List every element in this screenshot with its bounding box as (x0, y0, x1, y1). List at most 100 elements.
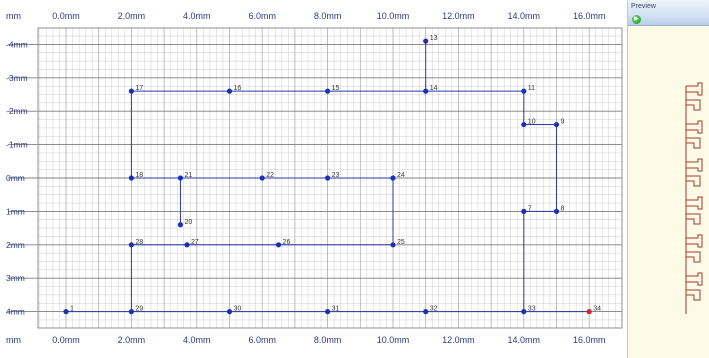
pcb-grid-editor[interactable]: mm mm 0.0mm 0.0mm 2.0mm 2.0mm 4.0mm 4.0mm 6.0m… (0, 0, 627, 358)
point-marker[interactable] (423, 309, 429, 315)
point-label: 28 (135, 239, 143, 246)
ruler-left-label: -4mm (6, 39, 28, 49)
trace-point[interactable]: 14 (423, 85, 438, 94)
point-label: 30 (234, 306, 242, 313)
trace-point[interactable]: 26 (275, 239, 290, 248)
point-marker[interactable] (226, 309, 233, 315)
trace-point[interactable]: 29 (128, 306, 143, 315)
ruler-bottom-label: 16.0mm (573, 335, 606, 345)
point-marker[interactable] (128, 242, 134, 248)
point-marker[interactable] (390, 175, 396, 181)
trace-point[interactable]: 33 (521, 306, 536, 315)
point-label: 23 (332, 172, 340, 179)
point-marker[interactable] (553, 208, 560, 214)
point-label: 17 (135, 85, 143, 92)
trace-point[interactable]: 21 (177, 172, 192, 181)
ruler-left-label: -3mm (6, 73, 28, 83)
trace-point[interactable]: 16 (226, 85, 241, 94)
trace-point[interactable]: 15 (325, 85, 339, 94)
point-label: 25 (397, 239, 405, 246)
trace-point[interactable]: 7 (521, 205, 532, 214)
point-marker[interactable] (390, 242, 396, 248)
ruler-top-label: 6.0mm (248, 11, 276, 21)
trace-point[interactable]: 11 (521, 85, 535, 94)
point-marker[interactable] (325, 88, 331, 94)
trace-point[interactable]: 31 (325, 306, 339, 315)
trace-segments (66, 41, 590, 313)
point-label: 21 (184, 172, 192, 179)
trace-point[interactable]: 34 (586, 306, 601, 315)
point-marker[interactable] (521, 88, 527, 94)
point-marker[interactable] (521, 309, 527, 315)
trace-point[interactable]: 13 (423, 35, 438, 44)
point-marker[interactable] (423, 88, 429, 94)
trace-point[interactable]: 30 (226, 306, 242, 315)
point-marker[interactable] (521, 208, 527, 214)
grid-frame (37, 27, 623, 329)
preview-title: Preview (628, 0, 709, 13)
point-label: 11 (528, 85, 535, 92)
point-marker[interactable] (259, 175, 265, 181)
point-marker[interactable] (128, 309, 134, 315)
point-label: 34 (593, 306, 601, 313)
ruler-left-label: -1mm (6, 140, 28, 150)
point-marker[interactable] (128, 175, 134, 181)
ruler-bottom-label: 10.0mm (377, 335, 410, 345)
point-marker[interactable] (423, 38, 429, 44)
point-label: 15 (332, 85, 340, 92)
ruler-top-label: 8.0mm (314, 11, 342, 21)
trace-point[interactable]: 1 (63, 306, 74, 315)
point-marker[interactable] (177, 222, 184, 228)
preview-panel: Preview ▶ (627, 0, 709, 358)
ruler-top-label: 14.0mm (508, 11, 541, 21)
ruler-left-label: 4mm (6, 307, 25, 317)
trace-point[interactable]: 32 (423, 306, 438, 315)
trace-point[interactable]: 27 (184, 239, 199, 248)
point-marker[interactable] (275, 242, 282, 248)
preview-canvas (685, 82, 703, 314)
point-marker[interactable] (184, 242, 190, 248)
point-label: 1 (70, 306, 74, 313)
point-marker[interactable] (325, 309, 331, 315)
point-label: 8 (561, 205, 565, 212)
ruler-top-corner-label: mm (6, 11, 21, 21)
point-marker[interactable] (63, 309, 69, 315)
trace-point[interactable]: 22 (259, 172, 274, 181)
trace-point[interactable]: 17 (128, 85, 143, 94)
trace-point[interactable]: 28 (128, 239, 143, 248)
trace-point[interactable]: 24 (390, 172, 405, 181)
green-arrow-icon[interactable]: ▶ (632, 15, 641, 24)
point-marker[interactable] (226, 88, 233, 94)
ruler-top-label: 2.0mm (118, 11, 146, 21)
preview-toolbar: ▶ (628, 13, 709, 26)
point-label: 29 (135, 306, 143, 313)
ruler-bottom-label: 0.0mm (52, 335, 80, 345)
ruler-left-label: 0mm (6, 173, 25, 183)
ruler-left-label: 2mm (6, 240, 25, 250)
point-label: 31 (332, 306, 340, 313)
ruler-top-label: 4.0mm (183, 11, 211, 21)
trace-point[interactable]: 8 (553, 205, 565, 214)
ruler-bottom-label: 2.0mm (118, 335, 146, 345)
trace-point[interactable]: 18 (128, 172, 143, 181)
point-marker[interactable] (177, 175, 184, 181)
point-label: 33 (528, 306, 536, 313)
trace-point[interactable]: 23 (325, 172, 339, 181)
trace-point[interactable]: 20 (177, 219, 192, 228)
point-label: 10 (528, 119, 536, 126)
point-marker[interactable] (128, 88, 134, 94)
ruler-bottom-label: 14.0mm (508, 335, 541, 345)
point-marker[interactable] (553, 121, 560, 128)
trace-point[interactable]: 25 (390, 239, 405, 248)
trace-point[interactable]: 10 (521, 119, 536, 128)
point-marker[interactable] (325, 175, 331, 181)
point-label: 9 (561, 119, 565, 126)
preview-trace (685, 82, 703, 314)
trace-point[interactable]: 9 (553, 119, 565, 128)
trace-points[interactable]: 1 29 30 31 32 33 34 28 27 26 25 20 7 8 18 21 22 23 24 10 9 17… (63, 35, 601, 315)
point-label: 24 (397, 172, 405, 179)
grid-canvas[interactable]: mm mm 0.0mm 0.0mm 2.0mm 2.0mm 4.0mm 4.0mm 6.0m… (0, 0, 627, 358)
point-marker[interactable] (521, 121, 527, 128)
point-label: 13 (430, 35, 438, 42)
selected-point-marker[interactable] (586, 309, 592, 315)
